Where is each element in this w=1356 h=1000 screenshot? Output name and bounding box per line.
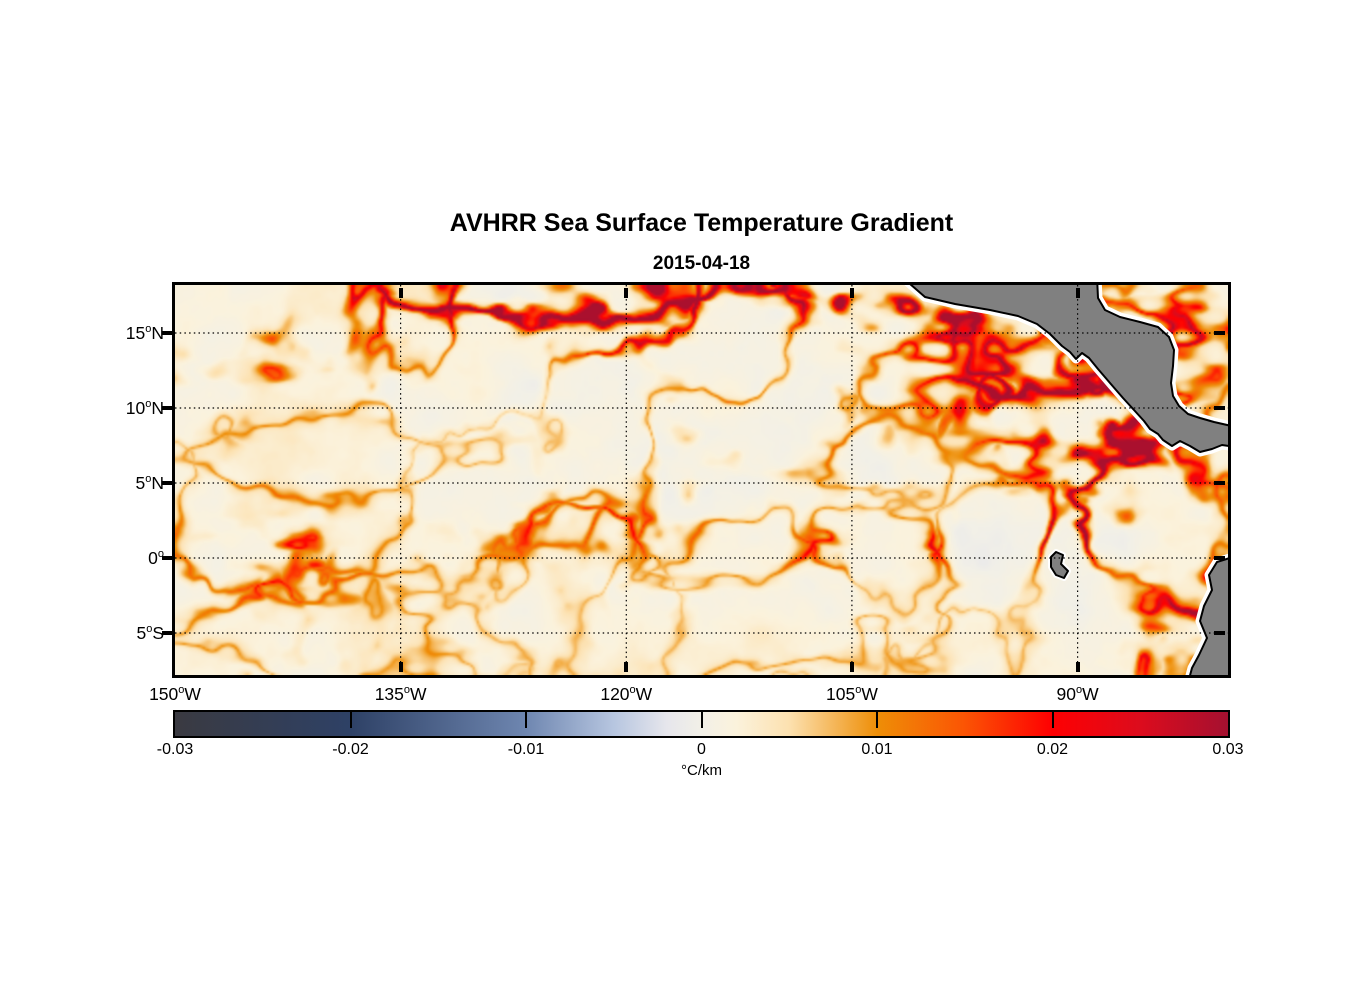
y-tick-mark-right: [1214, 331, 1225, 335]
y-tick-mark-right: [1214, 631, 1225, 635]
x-tick-mark-bottom: [849, 662, 854, 672]
x-tick-mark-top: [1075, 288, 1080, 298]
y-tick-mark-right: [1214, 556, 1225, 560]
y-tick-mark-right: [1214, 406, 1225, 410]
y-tick-label: 0o: [148, 548, 164, 568]
y-tick-mark-left: [162, 481, 174, 485]
y-tick-mark-right: [1214, 481, 1225, 485]
chart-title: AVHRR Sea Surface Temperature Gradient: [449, 209, 954, 237]
land-mass-central_america: [909, 285, 1228, 453]
y-tick-label: 10oN: [125, 398, 164, 418]
colorbar-tick-mark: [700, 712, 703, 728]
y-tick-label: 5oS: [136, 623, 164, 643]
y-tick-mark-left: [162, 331, 174, 335]
x-tick-label: 120oW: [600, 684, 653, 704]
x-tick-mark-bottom: [624, 662, 629, 672]
x-tick-label: 90oW: [1056, 684, 1099, 704]
colorbar-unit-label: °C/km: [681, 762, 722, 779]
x-tick-label: 150oW: [149, 684, 201, 704]
y-tick-mark-left: [162, 556, 174, 560]
colorbar-tick-label: -0.03: [156, 741, 194, 758]
colorbar-tick-mark: [1051, 712, 1054, 728]
y-tick-label: 5oN: [135, 473, 165, 493]
colorbar-tick-label: 0.02: [1036, 741, 1069, 758]
map-plot-area: [175, 285, 1228, 675]
colorbar: [173, 710, 1230, 738]
colorbar-tick-label: 0.01: [861, 741, 893, 758]
x-tick-mark-bottom: [1075, 662, 1080, 672]
x-tick-label: 135oW: [374, 684, 427, 704]
land-mass-south_america: [1189, 557, 1228, 675]
colorbar-tick-mark: [349, 712, 352, 728]
colorbar-tick-mark: [876, 712, 878, 728]
x-tick-mark-top: [849, 288, 854, 298]
y-tick-mark-left: [162, 406, 174, 410]
colorbar-tick-mark: [525, 712, 527, 728]
colorbar-tick-label: -0.02: [332, 741, 369, 758]
y-tick-label: 15oN: [125, 323, 164, 343]
colorbar-tick-label: -0.01: [507, 741, 545, 758]
colorbar-tick-label: 0: [697, 741, 706, 758]
x-tick-mark-top: [624, 288, 629, 298]
y-tick-mark-left: [162, 631, 174, 635]
sst-gradient-field: [175, 285, 1228, 675]
colorbar-tick-label: 0.03: [1212, 741, 1244, 758]
map-overlay: [175, 285, 1228, 675]
x-tick-mark-bottom: [398, 662, 403, 672]
x-tick-label: 105oW: [825, 684, 878, 704]
x-tick-mark-top: [398, 288, 403, 298]
chart-date-subtitle: 2015-04-18: [652, 253, 751, 274]
